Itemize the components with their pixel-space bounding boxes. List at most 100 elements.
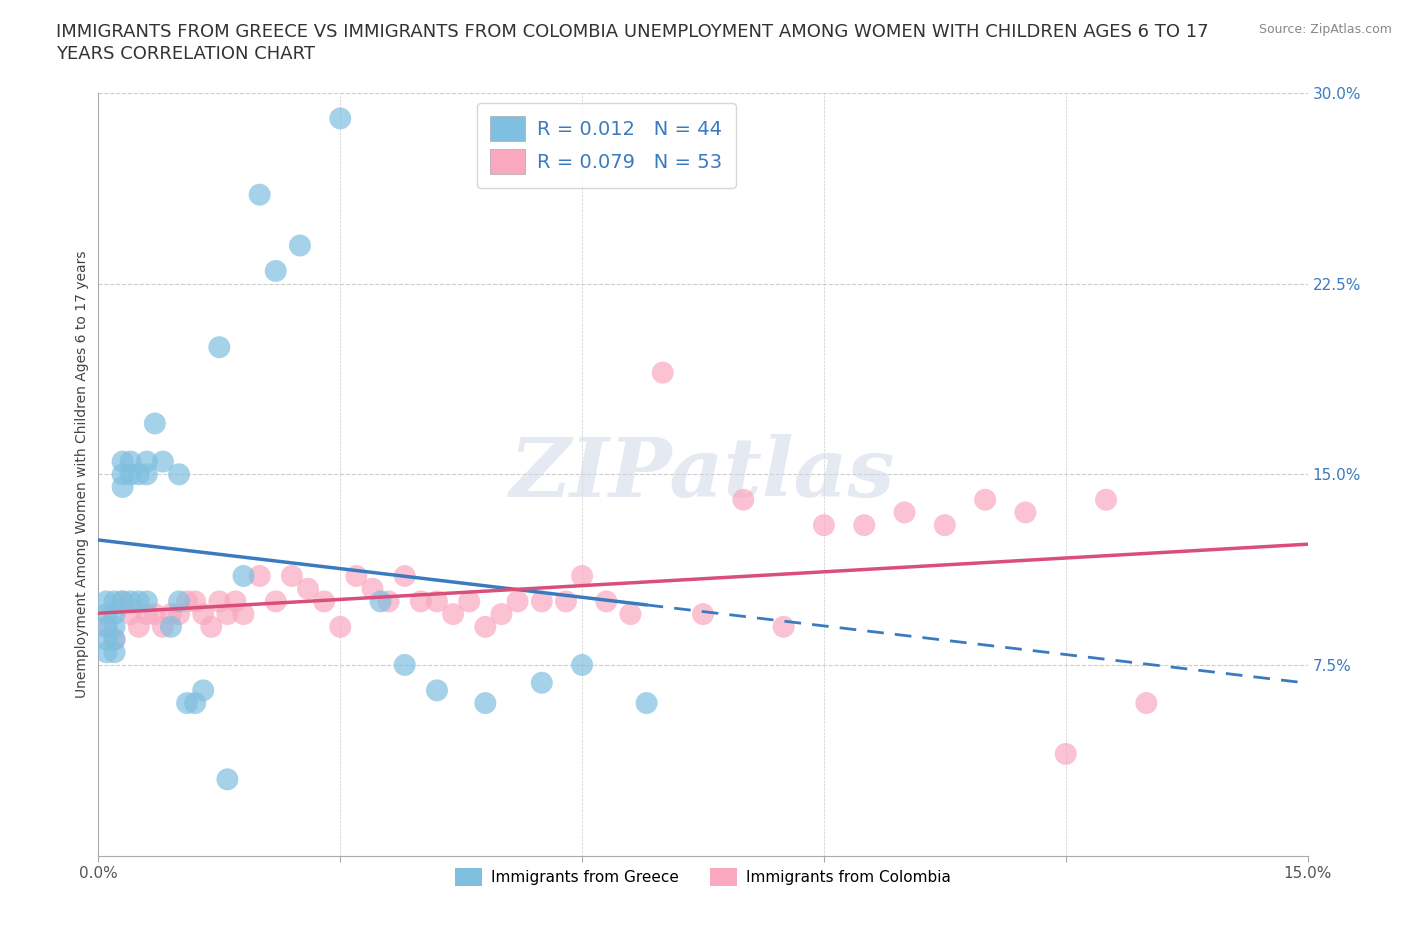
Text: ZIPatlas: ZIPatlas [510,434,896,514]
Point [458,594,481,609]
Point [103,632,125,647]
Point [103,632,125,647]
Point [96,594,118,609]
Point [314,594,336,609]
Point [167,606,190,621]
Point [111,480,134,495]
Point [893,505,915,520]
Point [128,619,150,634]
Point [288,238,311,253]
Legend: Immigrants from Greece, Immigrants from Colombia: Immigrants from Greece, Immigrants from … [447,861,959,894]
Point [176,696,198,711]
Point [167,594,190,609]
Point [974,492,997,507]
Text: YEARS CORRELATION CHART: YEARS CORRELATION CHART [56,45,315,62]
Point [506,594,529,609]
Point [160,606,183,621]
Point [530,675,553,690]
Point [135,454,157,469]
Point [217,606,239,621]
Point [135,467,157,482]
Point [344,568,367,583]
Point [176,594,198,609]
Point [249,568,271,583]
Point [1054,747,1077,762]
Point [208,339,231,354]
Point [135,594,157,609]
Point [103,606,125,621]
Point [120,594,142,609]
Point [249,187,271,202]
Point [200,619,222,634]
Point [111,594,134,609]
Point [772,619,794,634]
Point [934,518,956,533]
Point [474,696,496,711]
Text: IMMIGRANTS FROM GREECE VS IMMIGRANTS FROM COLOMBIA UNEMPLOYMENT AMONG WOMEN WITH: IMMIGRANTS FROM GREECE VS IMMIGRANTS FRO… [56,23,1209,41]
Point [224,594,246,609]
Point [329,111,352,126]
Point [111,594,134,609]
Point [96,606,118,621]
Point [636,696,658,711]
Point [96,619,118,634]
Point [193,683,215,698]
Point [128,594,150,609]
Text: Source: ZipAtlas.com: Source: ZipAtlas.com [1258,23,1392,36]
Point [120,606,142,621]
Point [370,594,392,609]
Point [264,263,287,278]
Point [595,594,617,609]
Point [143,606,166,621]
Point [1135,696,1157,711]
Point [96,632,118,647]
Point [394,568,416,583]
Point [184,696,207,711]
Point [441,606,464,621]
Point [160,619,183,634]
Point [651,365,673,380]
Point [733,492,755,507]
Point [1014,505,1036,520]
Point [619,606,641,621]
Point [208,594,231,609]
Point [281,568,304,583]
Point [111,467,134,482]
Point [692,606,714,621]
Point [152,454,174,469]
Point [853,518,876,533]
Point [409,594,432,609]
Y-axis label: Unemployment Among Women with Children Ages 6 to 17 years: Unemployment Among Women with Children A… [76,250,90,698]
Point [297,581,319,596]
Point [474,619,496,634]
Point [571,568,593,583]
Point [555,594,578,609]
Point [111,454,134,469]
Point [167,467,190,482]
Point [232,606,254,621]
Point [103,644,125,659]
Point [813,518,835,533]
Point [329,619,352,634]
Point [530,594,553,609]
Point [135,606,157,621]
Point [120,467,142,482]
Point [103,619,125,634]
Point [232,568,254,583]
Point [217,772,239,787]
Point [1095,492,1118,507]
Point [152,619,174,634]
Point [143,416,166,431]
Point [128,467,150,482]
Point [96,619,118,634]
Point [491,606,513,621]
Point [426,683,449,698]
Point [184,594,207,609]
Point [264,594,287,609]
Point [96,644,118,659]
Point [361,581,384,596]
Point [377,594,399,609]
Point [394,658,416,672]
Point [120,454,142,469]
Point [193,606,215,621]
